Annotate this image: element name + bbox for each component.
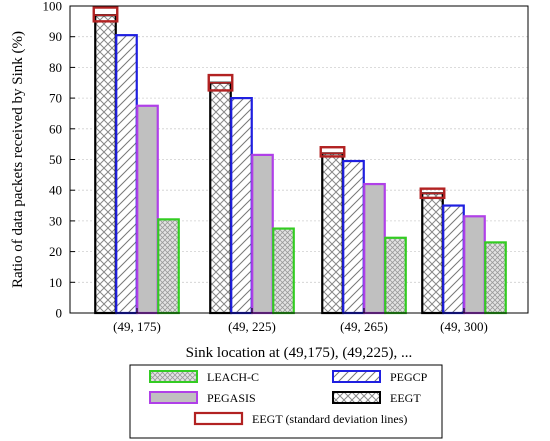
bar-pegasis: [363, 182, 386, 315]
x-tick-label: (49, 225): [228, 319, 276, 334]
legend-swatch: [193, 411, 244, 426]
x-axis-ticks: (49, 175) (49, 225) (49, 265) (49, 300): [113, 308, 488, 334]
bar-leach-c: [384, 236, 407, 315]
legend-label: LEACH-C: [207, 370, 259, 384]
legend-swatch: [149, 391, 198, 404]
legend-label: EEGT: [390, 391, 421, 405]
bar-pegcp: [115, 34, 138, 315]
y-tick-label: 10: [49, 275, 62, 290]
y-tick-label: 0: [56, 306, 63, 321]
y-tick-label: 80: [49, 60, 62, 75]
bars: [94, 14, 507, 315]
error-bars: [92, 6, 446, 200]
bar-pegcp: [442, 204, 465, 315]
y-axis-ticks: 0 10 20 30 40 50 60 70 80 90 100: [43, 0, 75, 321]
y-tick-label: 50: [49, 152, 62, 167]
legend-label: PEGCP: [390, 370, 428, 384]
y-tick-label: 100: [43, 0, 63, 14]
y-tick-label: 70: [49, 91, 62, 106]
y-tick-label: 30: [49, 213, 62, 228]
legend-swatch: [332, 370, 381, 383]
legend-label: EEGT (standard deviation lines): [252, 412, 407, 426]
bar-pegasis: [251, 153, 274, 315]
bar-eegt: [94, 14, 117, 315]
bar-eegt: [321, 152, 344, 315]
bar-eegt: [421, 192, 444, 315]
legend-label: PEGASIS: [207, 391, 256, 405]
legend-swatch: [332, 391, 381, 404]
bar-leach-c: [157, 218, 180, 315]
error-bar: [319, 146, 346, 158]
y-tick-label: 90: [49, 29, 62, 44]
y-tick-label: 20: [49, 244, 62, 259]
bar-leach-c: [484, 241, 507, 315]
legend-swatch: [149, 370, 198, 383]
bar-pegcp: [342, 159, 365, 315]
bar-pegasis: [463, 215, 486, 315]
bar-eegt: [209, 81, 232, 315]
x-axis-label: Sink location at (49,175), (49,225), ...: [186, 345, 413, 361]
x-tick-label: (49, 265): [340, 319, 388, 334]
legend: LEACH-C PEGCP PEGASIS EEGT EEGT (standard de…: [129, 364, 443, 439]
x-tick-label: (49, 300): [440, 319, 488, 334]
bar-pegasis: [136, 104, 159, 315]
bar-pegcp: [230, 96, 253, 315]
y-tick-label: 60: [49, 121, 62, 136]
y-axis-label: Ratio of data packets received by Sink (…: [10, 31, 26, 288]
bar-leach-c: [272, 227, 295, 315]
y-tick-label: 40: [49, 183, 62, 198]
x-tick-label: (49, 175): [113, 319, 161, 334]
